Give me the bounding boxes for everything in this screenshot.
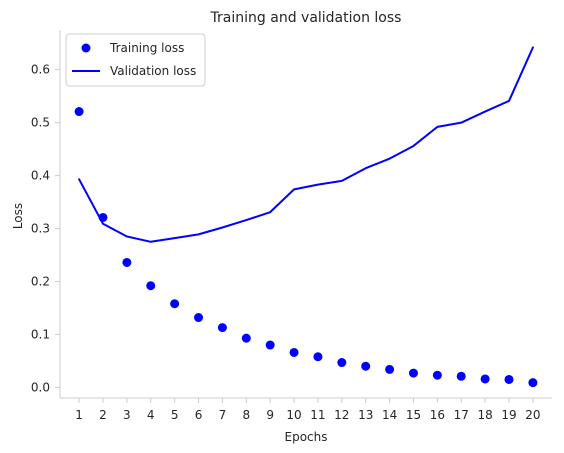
x-tick-label: 14 — [382, 408, 397, 422]
y-tick-label: 0.3 — [31, 222, 50, 236]
training-loss-point — [480, 374, 490, 384]
training-loss-series — [74, 107, 538, 388]
training-loss-point — [528, 378, 538, 388]
y-axis-label: Loss — [11, 203, 25, 229]
training-loss-point — [170, 299, 180, 309]
legend-label-validation-loss: Validation loss — [110, 64, 196, 78]
x-tick-label: 1 — [75, 408, 83, 422]
training-loss-point — [385, 364, 395, 374]
x-tick-label: 10 — [286, 408, 301, 422]
y-tick-label: 0.4 — [31, 169, 50, 183]
training-loss-point — [122, 257, 132, 267]
legend-marker-training-loss — [81, 43, 91, 53]
training-loss-point — [432, 370, 442, 380]
axes — [59, 30, 552, 399]
validation-loss-series — [78, 46, 534, 243]
series-layer — [74, 46, 538, 388]
chart-title: Training and validation loss — [210, 10, 402, 26]
x-tick-label: 6 — [195, 408, 203, 422]
x-tick-label: 9 — [266, 408, 274, 422]
x-tick-label: 5 — [171, 408, 179, 422]
ticks: 1 2 3 4 5 6 7 8 9 10 11 12 13 14 15 16 17 18 19 200.00.10.2… — [31, 63, 541, 422]
x-tick-label: 2 — [99, 408, 107, 422]
training-loss-point — [194, 313, 204, 323]
training-loss-point — [74, 107, 84, 117]
x-tick-label: 16 — [430, 408, 445, 422]
x-tick-label: 17 — [454, 408, 469, 422]
validation-loss-line — [78, 46, 534, 243]
x-tick-label: 20 — [525, 408, 540, 422]
training-loss-point — [241, 333, 251, 343]
training-loss-point — [146, 281, 156, 291]
y-tick-label: 0.5 — [31, 116, 50, 130]
training-loss-point — [504, 374, 514, 384]
x-tick-label: 4 — [147, 408, 155, 422]
x-tick-label: 3 — [123, 408, 131, 422]
y-tick-label: 0.2 — [31, 275, 50, 289]
legend-label-training-loss: Training loss — [109, 41, 184, 55]
y-tick-label: 0.6 — [31, 63, 50, 77]
x-tick-label: 19 — [501, 408, 516, 422]
training-loss-point — [361, 361, 371, 371]
training-loss-point — [313, 352, 323, 362]
x-tick-label: 7 — [219, 408, 227, 422]
training-loss-point — [408, 368, 418, 378]
legend: Training loss Validation loss — [65, 33, 206, 87]
x-tick-label: 8 — [242, 408, 250, 422]
training-loss-point — [456, 371, 466, 381]
x-tick-label: 15 — [406, 408, 421, 422]
x-tick-label: 18 — [477, 408, 492, 422]
y-tick-label: 0.1 — [31, 327, 50, 341]
x-axis-label: Epochs — [285, 430, 328, 444]
x-tick-label: 13 — [358, 408, 373, 422]
x-tick-label: 12 — [334, 408, 349, 422]
y-tick-label: 0.0 — [31, 380, 50, 394]
training-loss-point — [289, 347, 299, 357]
x-tick-label: 11 — [310, 408, 325, 422]
legend-frame — [65, 33, 206, 87]
training-loss-point — [265, 340, 275, 350]
training-loss-point — [217, 323, 227, 333]
training-loss-point — [337, 358, 347, 368]
